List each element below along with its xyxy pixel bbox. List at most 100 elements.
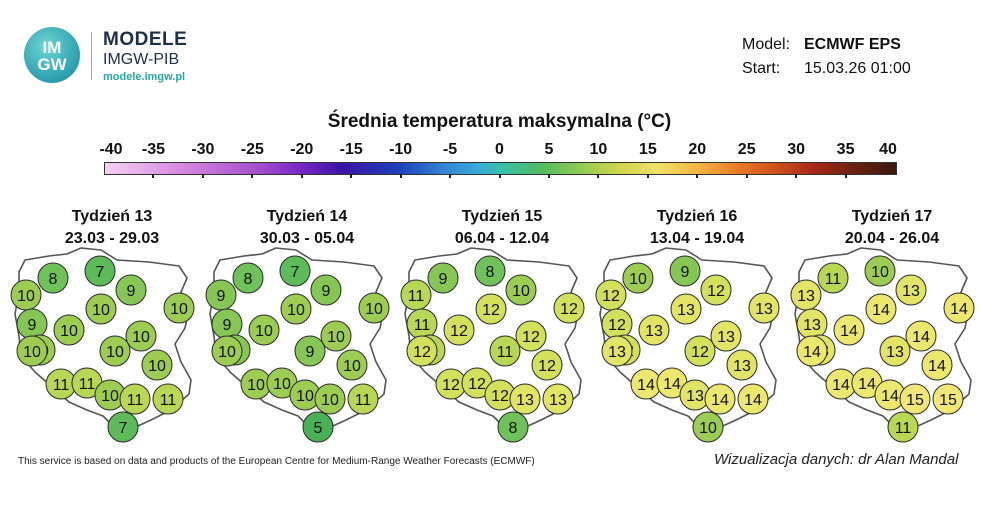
temp-marker [37, 262, 69, 294]
poland-map: 879101091010101010101011111011117 [10, 247, 195, 443]
temp-value: 12 [522, 329, 540, 346]
temp-marker [669, 255, 701, 287]
temp-marker [406, 335, 438, 367]
week-header: Tydzień 13 23.03 - 29.03 [17, 206, 207, 250]
temp-value: 7 [291, 264, 300, 281]
temp-marker [141, 349, 173, 381]
temp-value: 10 [92, 302, 110, 319]
brand-url[interactable]: modele.imgw.pl [103, 71, 186, 83]
temp-marker [232, 262, 264, 294]
temp-marker [475, 293, 507, 325]
temp-value: 13 [516, 392, 534, 409]
temp-marker [921, 349, 953, 381]
temp-value: 11 [53, 377, 70, 394]
logo-line-1: IM [42, 38, 62, 57]
temp-value: 12 [691, 344, 709, 361]
temp-value: 14 [950, 301, 968, 318]
temp-marker [53, 314, 85, 346]
temp-value: 14 [912, 329, 930, 346]
temp-value: 7 [96, 264, 105, 281]
temp-value: 13 [645, 323, 663, 340]
colorbar-tick-label: 10 [589, 141, 608, 158]
temp-marker [796, 335, 828, 367]
temp-value: 14 [803, 344, 821, 361]
temp-value: 10 [255, 323, 273, 340]
temp-value: 8 [244, 271, 253, 288]
temp-value: 11 [497, 344, 514, 361]
colorbar-tick-mark [498, 174, 501, 178]
temp-marker [542, 383, 574, 415]
temp-marker [280, 293, 312, 325]
colorbar-tick-mark [547, 174, 550, 178]
temp-marker [509, 383, 541, 415]
poland-map: 11101313141314141413131414141414151511 [790, 247, 975, 443]
colorbar-tick-label: 25 [737, 141, 756, 158]
week-dates: 30.03 - 05.04 [259, 230, 355, 247]
temp-value: 13 [733, 358, 751, 375]
temp-value: 11 [160, 392, 177, 409]
colorbar-tick-label: -15 [339, 141, 363, 158]
temp-value: 10 [365, 301, 383, 318]
colorbar-tick-mark [399, 174, 402, 178]
start-label: Start: [742, 60, 781, 77]
temp-value: 14 [832, 377, 850, 394]
legend-title: Średnia temperatura maksymalna (°C) [327, 111, 672, 132]
temp-marker [152, 383, 184, 415]
colorbar-tick-mark [300, 174, 303, 178]
temp-value: 13 [549, 392, 567, 409]
temp-marker [638, 314, 670, 346]
week-dates: 06.04 - 12.04 [454, 230, 550, 247]
temp-marker [531, 349, 563, 381]
credit-note: Wizualizacja danych: dr Alan Mandal [714, 451, 959, 468]
temp-value: 14 [840, 323, 858, 340]
temp-marker [119, 383, 151, 415]
colorbar-tick-label: 35 [836, 141, 855, 158]
brand-subtitle: IMGW-PIB [103, 51, 180, 68]
temp-value: 9 [681, 264, 690, 281]
temp-value: 14 [872, 302, 890, 319]
temp-value: 15 [939, 392, 957, 409]
temp-value: 13 [677, 302, 695, 319]
temp-value: 9 [217, 288, 226, 305]
temp-value: 14 [928, 358, 946, 375]
temp-value: 14 [858, 376, 876, 393]
temp-marker [302, 411, 334, 443]
colorbar-tick-label: -5 [442, 141, 458, 158]
week-header: Tydzień 17 20.04 - 26.04 [797, 206, 987, 250]
temp-value: 5 [314, 420, 323, 437]
temp-value: 9 [223, 317, 232, 334]
week-header: Tydzień 14 30.03 - 05.04 [212, 206, 402, 250]
logo-line-2: GW [37, 55, 67, 74]
colorbar-tick-mark [646, 174, 649, 178]
colorbar [104, 162, 897, 175]
colorbar-tick-mark [201, 174, 204, 178]
temp-marker [943, 292, 975, 324]
week-dates: 23.03 - 29.03 [64, 230, 160, 247]
temp-value: 10 [101, 388, 119, 405]
colorbar-tick-label: -20 [290, 141, 314, 158]
temp-value: 12 [450, 323, 468, 340]
temp-value: 9 [439, 271, 448, 288]
temp-value: 8 [49, 271, 58, 288]
week-label: Tydzień 13 [71, 208, 153, 225]
imgw-logo[interactable]: IM GW [24, 27, 80, 83]
temp-value: 12 [442, 377, 460, 394]
temp-marker [864, 255, 896, 287]
temp-value: 14 [744, 392, 762, 409]
temp-value: 12 [538, 358, 556, 375]
temp-value: 14 [711, 392, 729, 409]
temp-marker [125, 320, 157, 352]
colorbar-tick-label: -40 [99, 141, 123, 158]
temp-value: 10 [512, 283, 530, 300]
temp-value: 11 [895, 420, 912, 437]
temp-marker [107, 411, 139, 443]
colorbar-tick-mark [251, 174, 254, 178]
temp-marker [474, 255, 506, 287]
temp-value: 8 [509, 420, 518, 437]
colorbar-tick-mark [152, 174, 155, 178]
colorbar-tick-label: 0 [495, 141, 504, 158]
temp-value: 12 [602, 288, 620, 305]
temp-marker [817, 262, 849, 294]
temp-marker [347, 383, 379, 415]
